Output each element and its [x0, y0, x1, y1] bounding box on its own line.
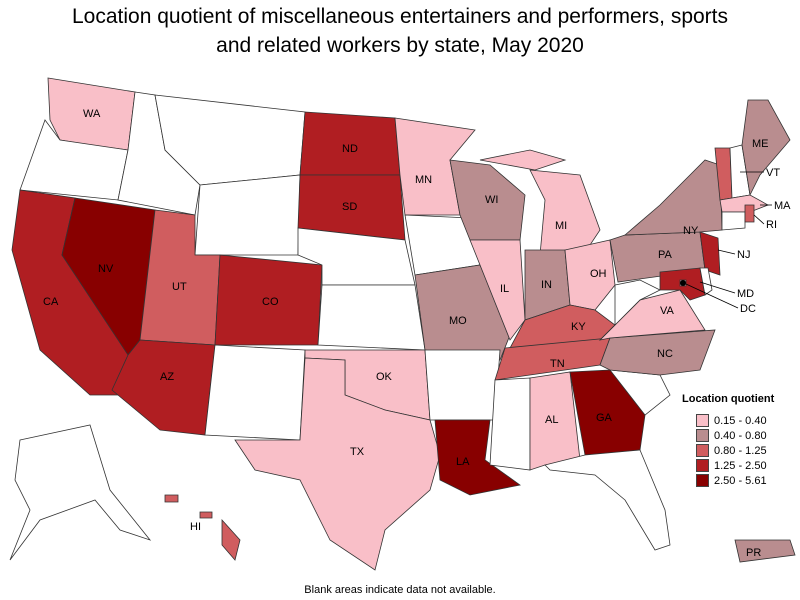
legend-label: 0.15 - 0.40 [714, 414, 767, 427]
state-de[interactable] [699, 267, 713, 296]
label-ca: CA [43, 296, 59, 308]
state-mo[interactable] [414, 264, 511, 361]
label-il: IL [500, 283, 509, 295]
legend-item: 0.40 - 0.80 [696, 428, 774, 443]
label-vt: VT [766, 167, 780, 179]
label-mo: MO [449, 315, 467, 327]
label-la: LA [456, 456, 470, 468]
state-ms[interactable] [489, 377, 531, 471]
legend-swatch [696, 414, 709, 427]
state-ri[interactable] [744, 204, 755, 223]
legend-swatch [696, 444, 709, 457]
title-line-2: and related workers by state, May 2020 [216, 34, 584, 57]
legend-label: 0.80 - 1.25 [714, 444, 767, 457]
leader-lines [685, 171, 772, 309]
legend-title: Location quotient [682, 393, 775, 405]
label-tx: TX [350, 446, 365, 458]
label-va: VA [660, 305, 675, 317]
state-ma[interactable] [719, 194, 769, 213]
label-nv: NV [98, 263, 114, 275]
footnote: Blank areas indicate data not available. [304, 584, 496, 596]
label-ri: RI [766, 219, 777, 231]
state-la[interactable] [434, 419, 521, 496]
legend: Location quotient 0.15 - 0.40 0.40 - 0.8… [682, 393, 774, 488]
state-oh[interactable] [564, 239, 616, 311]
label-pr: PR [746, 547, 761, 559]
label-in: IN [541, 279, 552, 291]
label-dc: DC [740, 303, 756, 315]
state-ar[interactable] [424, 349, 501, 421]
state-wv[interactable] [599, 279, 661, 341]
label-co: CO [262, 296, 279, 308]
label-me: ME [752, 138, 769, 150]
label-mi: MI [555, 220, 567, 232]
label-ny: NY [683, 225, 699, 237]
state-ct[interactable] [721, 211, 746, 231]
label-wa: WA [83, 108, 101, 120]
legend-item: 0.80 - 1.25 [696, 443, 774, 458]
state-hi[interactable] [164, 494, 241, 561]
legend-label: 2.50 - 5.61 [714, 474, 767, 487]
dc-marker [680, 280, 686, 286]
label-al: AL [545, 414, 558, 426]
legend-swatch [696, 429, 709, 442]
label-md: MD [737, 288, 754, 300]
legend-item: 2.50 - 5.61 [696, 473, 774, 488]
label-nj: NJ [737, 249, 750, 261]
state-fl[interactable] [544, 449, 671, 551]
state-nm[interactable] [204, 344, 306, 441]
map-title: Location quotient of miscellaneous enter… [0, 2, 800, 60]
legend-label: 1.25 - 2.50 [714, 459, 767, 472]
legend-item: 0.15 - 0.40 [696, 413, 774, 428]
label-nc: NC [657, 348, 673, 360]
label-az: AZ [160, 371, 174, 383]
label-pa: PA [658, 249, 673, 261]
label-ga: GA [596, 412, 613, 424]
state-pr[interactable] [734, 539, 796, 563]
legend-swatch [696, 459, 709, 472]
label-oh: OH [590, 268, 607, 280]
label-nd: ND [342, 143, 358, 155]
legend-swatch [696, 474, 709, 487]
legend-label: 0.40 - 0.80 [714, 429, 767, 442]
label-ut: UT [172, 281, 187, 293]
state-ks[interactable] [317, 284, 426, 351]
label-sd: SD [342, 201, 357, 213]
label-ky: KY [571, 321, 586, 333]
legend-item: 1.25 - 2.50 [696, 458, 774, 473]
state-tx[interactable] [234, 357, 441, 571]
state-wy[interactable] [194, 174, 301, 256]
state-il[interactable] [469, 239, 526, 341]
state-ny[interactable] [623, 159, 723, 236]
label-tn: TN [550, 358, 565, 370]
state-ak[interactable] [9, 424, 152, 561]
us-state-map: WA CA NV UT AZ CO ND SD MN WI MI IL IN O… [9, 77, 796, 571]
state-labels: WA CA NV UT AZ CO ND SD MN WI MI IL IN O… [43, 108, 791, 559]
state-nj[interactable] [699, 231, 721, 276]
label-ma: MA [774, 200, 791, 212]
label-mn: MN [415, 174, 432, 186]
label-hi: HI [190, 521, 201, 533]
title-line-1: Location quotient of miscellaneous enter… [71, 5, 729, 28]
label-wi: WI [485, 194, 498, 206]
label-ok: OK [376, 371, 393, 383]
